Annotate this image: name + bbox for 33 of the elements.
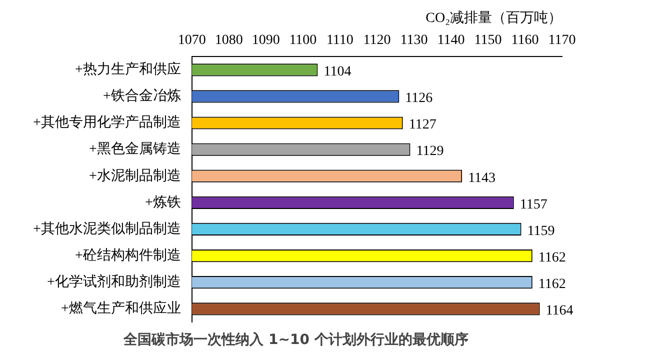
data-label: 1143 <box>468 170 496 186</box>
data-label: 1104 <box>324 64 352 80</box>
y-tick-label: +砼结构构件制造 <box>74 247 181 264</box>
y-tick-label: +炼铁 <box>144 194 181 210</box>
data-label: 1157 <box>520 197 548 212</box>
x-tick-label: 1090 <box>252 32 280 48</box>
x-tick-label: 1120 <box>363 32 391 48</box>
x-axis-title: CO₂减排量（百万吨） <box>426 10 562 26</box>
data-label: 1164 <box>546 304 574 319</box>
y-tick-label: +黑色金属铸造 <box>88 141 181 158</box>
x-tick-label: 1080 <box>214 32 243 48</box>
data-label: 1162 <box>538 277 566 292</box>
x-tick-label: 1140 <box>437 32 465 48</box>
x-tick-label: 1170 <box>548 32 576 48</box>
x-tick-label: 1110 <box>326 32 354 48</box>
y-tick-label: +燃气生产和供应业 <box>60 300 181 317</box>
data-label: 1162 <box>538 250 566 266</box>
y-tick-label: +铁合金冶炼 <box>102 88 181 104</box>
data-label: 1129 <box>416 144 444 160</box>
x-tick-label: 1070 <box>178 32 206 48</box>
y-tick-label: +热力生产和供应 <box>74 62 181 78</box>
y-tick-label: +化学试剂和助剂制造 <box>46 274 181 290</box>
data-label: 1126 <box>405 91 433 106</box>
y-tick-label: +其他专用化学产品制造 <box>32 114 181 131</box>
x-tick-label: 1160 <box>511 32 539 48</box>
y-tick-label: +其他水泥类似制品制造 <box>32 220 181 237</box>
x-tick-label: 1100 <box>289 32 317 48</box>
x-tick-label: 1130 <box>400 32 428 48</box>
text: 全国碳市场一次性纳入 1~10 个计划外行业的最优顺序 <box>122 331 468 348</box>
data-label: 1159 <box>527 224 555 239</box>
data-label: 1127 <box>408 118 436 133</box>
y-tick-label: +水泥制品制造 <box>88 168 181 184</box>
x-tick-label: 1150 <box>474 32 502 48</box>
